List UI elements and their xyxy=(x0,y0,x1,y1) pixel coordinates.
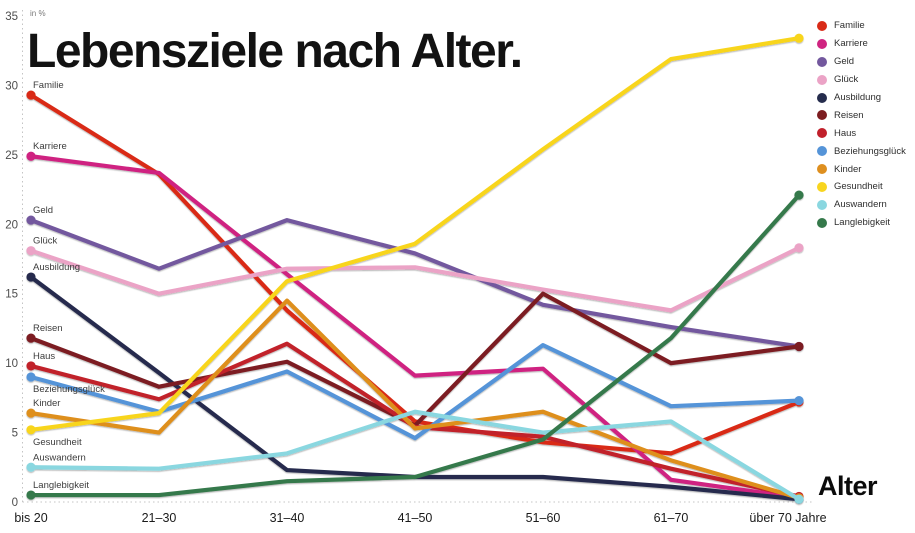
series-line-auswandern xyxy=(28,409,802,502)
x-axis-title: Alter xyxy=(818,471,878,501)
series-endpoint-dot xyxy=(794,33,804,43)
legend-label: Ausbildung xyxy=(834,92,882,103)
legend-dot-icon xyxy=(817,181,827,192)
x-tick-label: 61–70 xyxy=(654,511,689,525)
legend-label: Haus xyxy=(834,127,857,139)
series-start-label: Langlebigkeit xyxy=(33,480,89,491)
series-line-familie xyxy=(28,93,802,456)
y-axis-unit-label: in % xyxy=(30,9,46,18)
series-line-glück xyxy=(28,245,802,313)
x-tick-label: bis 20 xyxy=(14,511,47,525)
x-tick-label: 51–60 xyxy=(526,511,561,525)
series-start-label: Glück xyxy=(33,236,58,247)
series-endpoint-dot xyxy=(26,462,36,472)
series-lines-group xyxy=(26,33,804,504)
series-start-label: Gesundheit xyxy=(33,437,82,448)
series-start-label: Familie xyxy=(33,80,64,91)
x-tick-label: 41–50 xyxy=(398,511,433,525)
legend-dot-icon xyxy=(817,92,827,103)
y-tick-label: 15 xyxy=(5,289,18,301)
legend-dot-icon xyxy=(817,217,827,228)
legend-label: Geld xyxy=(834,56,855,68)
legend-dot-icon xyxy=(817,128,827,139)
y-tick-label: 5 xyxy=(12,428,18,440)
legend-item: Langlebigkeit xyxy=(817,214,906,232)
legend-item: Geld xyxy=(817,53,906,71)
series-line-langlebigkeit xyxy=(28,193,802,498)
series-start-label: Beziehungsglück xyxy=(33,384,105,395)
series-start-labels-group: Familie Karriere Geld Glück Ausbildung Reisen… xyxy=(33,80,105,491)
series-endpoint-dot xyxy=(26,372,36,382)
legend-item: Auswandern xyxy=(817,196,906,214)
series-endpoint-dot xyxy=(26,490,36,500)
legend-item: Reisen xyxy=(817,106,906,124)
legend-label: Glück xyxy=(834,74,859,86)
series-line-kinder xyxy=(28,298,802,500)
y-tick-label: 30 xyxy=(5,80,18,92)
series-endpoint-dot xyxy=(794,396,804,406)
series-start-label: Reisen xyxy=(33,323,63,334)
x-tick-label: 31–40 xyxy=(270,511,305,525)
series-line-karriere xyxy=(28,154,802,500)
legend-item: Beziehungsglück xyxy=(817,142,906,160)
series-start-label: Kinder xyxy=(33,398,60,409)
legend-item: Haus xyxy=(817,124,906,142)
legend-label: Karriere xyxy=(834,38,868,50)
y-tick-label: 10 xyxy=(5,358,18,370)
chart-title: Lebensziele nach Alter. xyxy=(27,25,523,78)
series-endpoint-dot xyxy=(26,90,36,100)
legend-item: Glück xyxy=(817,71,906,89)
legend-item: Familie xyxy=(817,17,906,35)
series-endpoint-dot xyxy=(26,333,36,343)
y-tick-label: 20 xyxy=(5,219,18,231)
y-tick-label: 35 xyxy=(5,11,18,23)
legend-item: Karriere xyxy=(817,35,906,53)
legend-dot-icon xyxy=(817,38,827,49)
series-endpoint-dot xyxy=(794,341,804,352)
x-tick-label: 21–30 xyxy=(142,511,177,525)
legend-label: Reisen xyxy=(834,109,864,121)
legend: Familie Karriere Geld Glück Ausbildung Reisen… xyxy=(817,17,906,232)
legend-dot-icon xyxy=(817,146,827,157)
y-tick-label: 25 xyxy=(5,150,18,162)
legend-dot-icon xyxy=(817,110,827,121)
series-endpoint-dot xyxy=(794,494,804,504)
series-start-label: Ausbildung xyxy=(33,262,80,273)
series-endpoint-dot xyxy=(26,151,36,161)
legend-dot-icon xyxy=(817,74,827,85)
series-endpoint-dot xyxy=(794,190,804,200)
series-endpoint-dot xyxy=(794,243,804,253)
legend-label: Auswandern xyxy=(834,199,887,211)
series-start-label: Geld xyxy=(33,205,53,216)
series-line-gesundheit xyxy=(28,36,802,432)
legend-label: Familie xyxy=(834,20,865,32)
series-endpoint-dot xyxy=(26,361,36,371)
legend-item: Ausbildung xyxy=(817,89,906,107)
legend-label: Langlebigkeit xyxy=(834,217,890,229)
series-endpoint-dot xyxy=(26,246,36,256)
series-endpoint-dot xyxy=(26,408,36,418)
legend-label: Gesundheit xyxy=(834,181,883,193)
legend-dot-icon xyxy=(817,199,827,210)
series-start-label: Auswandern xyxy=(33,452,86,463)
series-endpoint-dot xyxy=(26,215,36,225)
legend-label: Beziehungsglück xyxy=(834,145,906,157)
legend-dot-icon xyxy=(817,20,827,31)
series-line-geld xyxy=(28,218,802,349)
series-start-label: Haus xyxy=(33,351,55,362)
legend-dot-icon xyxy=(817,164,827,175)
legend-dot-icon xyxy=(817,56,827,67)
series-endpoint-dot xyxy=(26,425,36,435)
legend-item: Kinder xyxy=(817,160,906,178)
series-start-label: Karriere xyxy=(33,141,67,152)
y-tick-label: 0 xyxy=(12,497,18,509)
x-tick-label: über 70 Jahre xyxy=(749,511,826,525)
series-endpoint-dot xyxy=(26,272,36,282)
legend-label: Kinder xyxy=(834,163,862,175)
legend-item: Gesundheit xyxy=(817,178,906,196)
